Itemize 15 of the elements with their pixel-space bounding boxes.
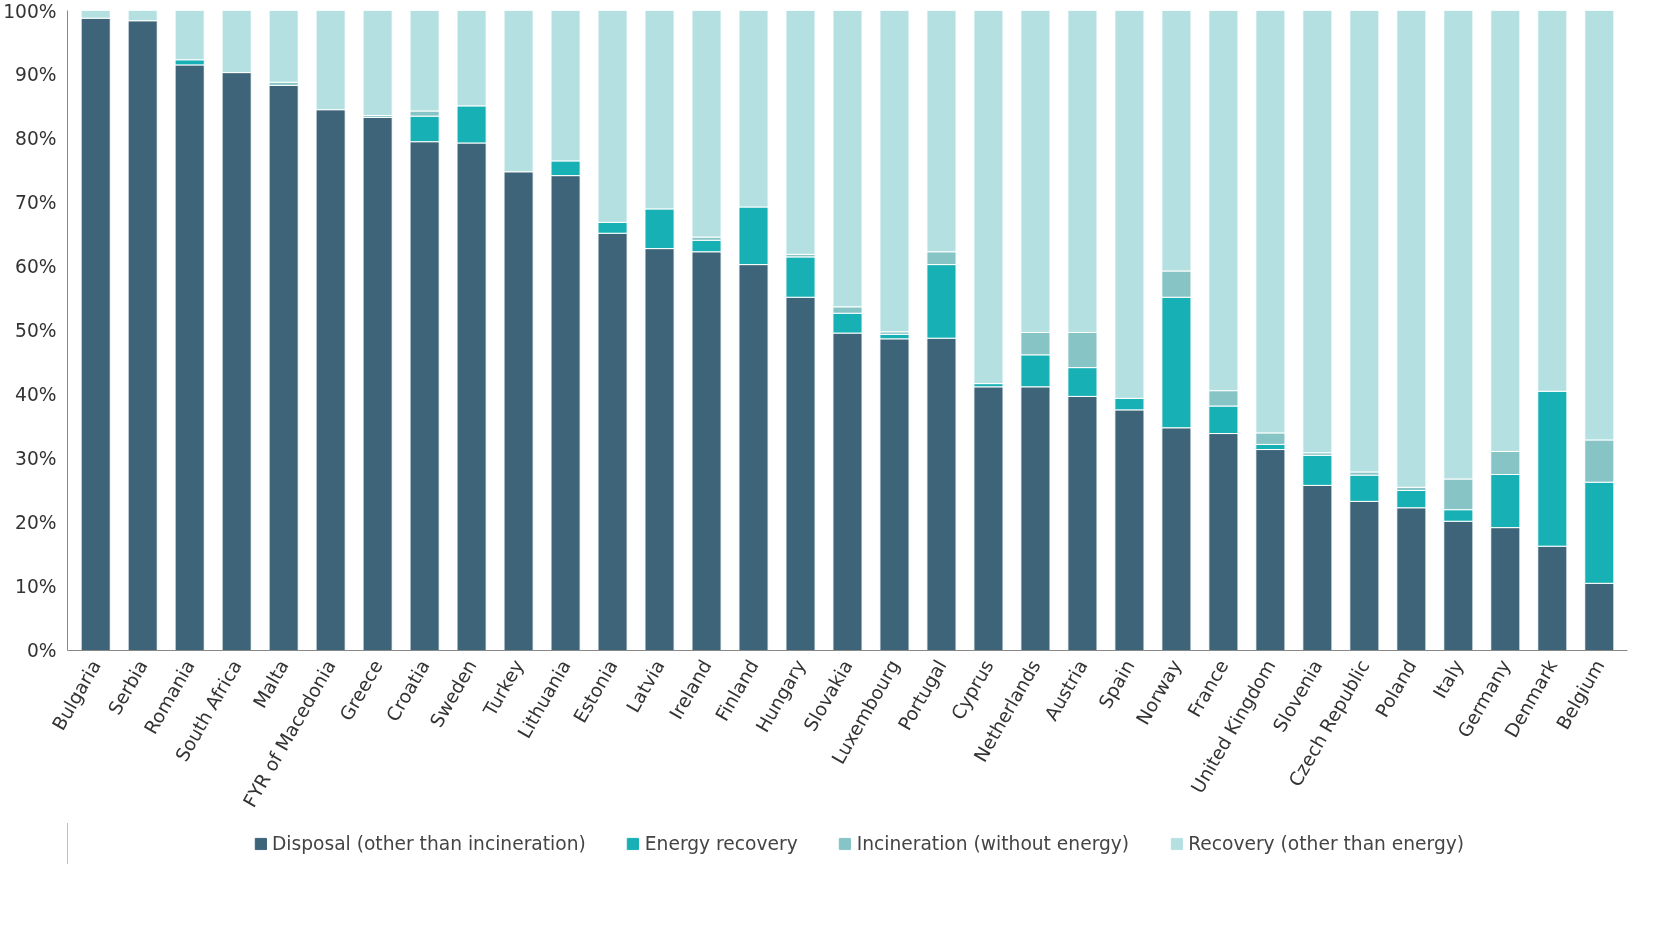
y-tick-label: 30% [15, 448, 57, 469]
y-tick-label: 70% [15, 192, 57, 213]
y-tick-label: 100% [3, 0, 57, 22]
legend-label: Energy recovery [644, 832, 798, 854]
legend-label: Recovery (other than energy) [1188, 832, 1465, 854]
y-tick-label: 60% [15, 256, 57, 277]
y-tick-label: 40% [15, 384, 57, 405]
legend-label: Disposal (other than incineration) [271, 832, 586, 854]
legend-label: Incineration (without energy) [856, 832, 1130, 854]
y-tick-label: 20% [15, 512, 57, 533]
y-tick-label: 90% [15, 64, 57, 85]
y-tick-label: 0% [26, 640, 57, 661]
y-tick-label: 80% [15, 128, 57, 149]
y-tick-label: 10% [15, 576, 57, 597]
y-tick-label: 50% [15, 320, 57, 341]
